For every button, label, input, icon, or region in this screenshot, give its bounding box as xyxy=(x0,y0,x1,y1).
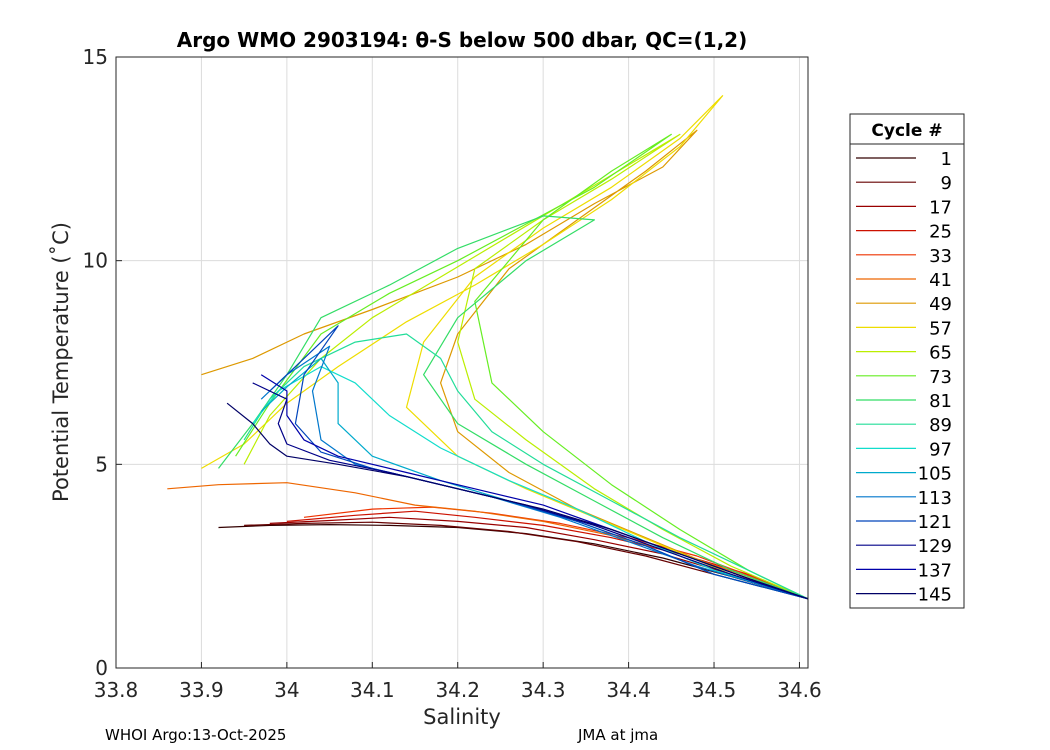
legend-label: 81 xyxy=(929,391,952,412)
series-line-11 xyxy=(243,333,809,600)
y-tick-label: 15 xyxy=(83,45,108,69)
legend-label: 129 xyxy=(918,536,952,557)
y-axis-label: Potential Temperature (˚C) xyxy=(49,222,73,502)
series-line-1 xyxy=(244,521,809,600)
series-line-7 xyxy=(201,95,809,600)
legend-title: Cycle # xyxy=(871,121,942,141)
x-tick-label: 34.2 xyxy=(435,678,480,702)
series-group xyxy=(167,95,809,600)
x-tick-label: 33.9 xyxy=(179,678,224,702)
x-tick-labels: 33.8 33.9 34 34.1 34.2 34.3 34.4 34.5 34.6 xyxy=(94,678,822,702)
x-tick-label: 34.5 xyxy=(692,678,737,702)
legend-label: 113 xyxy=(918,488,952,509)
series-line-10 xyxy=(218,215,809,600)
legend-label: 57 xyxy=(929,318,952,339)
x-axis-label: Salinity xyxy=(423,705,501,729)
legend-label: 33 xyxy=(929,246,952,267)
legend-label: 41 xyxy=(929,270,952,291)
legend-entries: 1 9 17 25 33 41 49 57 65 73 81 89 97 105 113 121 129 137 1… xyxy=(856,149,952,606)
plot-background xyxy=(116,57,808,668)
series-line-6 xyxy=(201,129,809,600)
legend-box xyxy=(849,113,965,609)
chart-title: Argo WMO 2903194: θ-S below 500 dbar, QC… xyxy=(177,28,747,52)
footer-source: WHOI Argo:13-Oct-2025 xyxy=(105,726,287,744)
y-tick-label: 10 xyxy=(83,249,108,273)
legend-label: 145 xyxy=(918,585,952,606)
footer-credit: JMA at jma xyxy=(578,726,659,744)
series-line-4 xyxy=(303,506,809,600)
x-tick-label: 34.3 xyxy=(521,678,566,702)
legend-label: 17 xyxy=(929,197,952,218)
series-line-18 xyxy=(226,402,809,600)
y-tick-labels: 0 5 10 15 xyxy=(83,45,108,680)
x-tick-label: 34.1 xyxy=(350,678,395,702)
legend: Cycle # 1 9 17 25 33 41 49 57 65 73 81 89 97 105 113 12… xyxy=(849,113,965,609)
x-tick-label: 34.6 xyxy=(777,678,822,702)
y-tick-label: 5 xyxy=(95,452,108,476)
series-line-9 xyxy=(235,133,809,600)
legend-label: 49 xyxy=(929,294,952,315)
series-line-12 xyxy=(252,366,809,600)
legend-label: 65 xyxy=(929,343,952,364)
legend-label: 105 xyxy=(918,464,952,485)
y-tick-label: 0 xyxy=(95,656,108,680)
legend-label: 25 xyxy=(929,222,952,243)
x-tick-label: 34.4 xyxy=(606,678,651,702)
x-tick-label: 34 xyxy=(274,678,299,702)
legend-label: 121 xyxy=(918,512,952,533)
plot-frame xyxy=(115,56,809,669)
legend-label: 89 xyxy=(929,415,952,436)
x-tick-label: 33.8 xyxy=(94,678,139,702)
legend-label: 73 xyxy=(929,367,952,388)
legend-label: 97 xyxy=(929,439,952,460)
series-line-8 xyxy=(243,133,809,600)
legend-label: 1 xyxy=(941,149,952,170)
legend-label: 9 xyxy=(941,173,952,194)
legend-label: 137 xyxy=(918,560,952,581)
ticks xyxy=(115,56,800,669)
